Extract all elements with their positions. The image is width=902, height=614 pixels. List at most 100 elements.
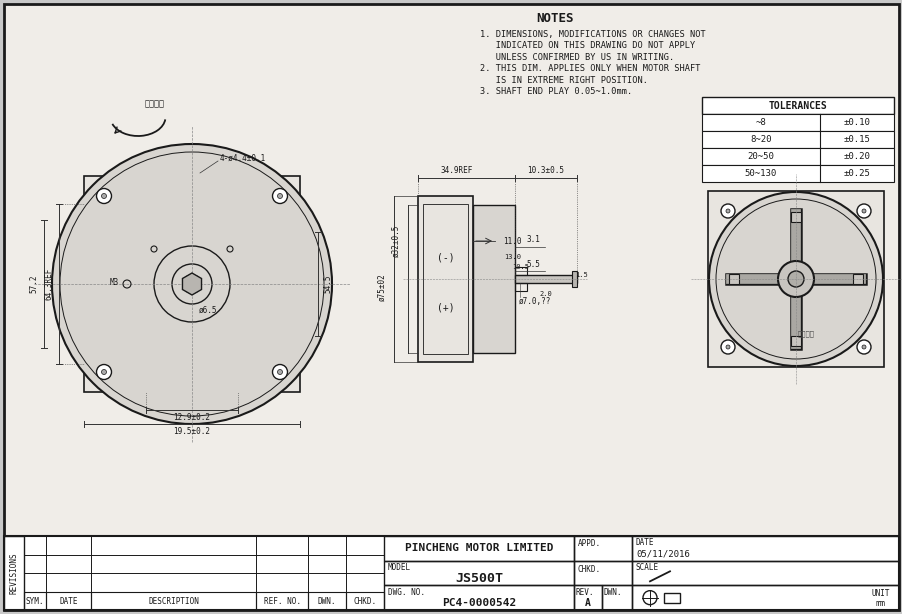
Bar bbox=[422, 204, 467, 354]
Text: 2. THIS DIM. APPLIES ONLY WHEN MOTOR SHAFT: 2. THIS DIM. APPLIES ONLY WHEN MOTOR SHA… bbox=[480, 64, 700, 73]
Polygon shape bbox=[182, 273, 201, 295]
Bar bbox=[663, 593, 679, 603]
Bar bbox=[514, 267, 527, 275]
Text: DATE: DATE bbox=[635, 538, 654, 548]
Text: (+): (+) bbox=[437, 302, 454, 312]
Text: ±0.20: ±0.20 bbox=[842, 152, 870, 161]
Text: 05/11/2016: 05/11/2016 bbox=[635, 550, 689, 558]
Text: CHKD.: CHKD. bbox=[577, 565, 601, 574]
Text: ø7.0,??: ø7.0,?? bbox=[519, 297, 550, 306]
Text: ~8: ~8 bbox=[755, 118, 766, 127]
Text: 13.0: 13.0 bbox=[504, 254, 521, 260]
Text: 正面朝外: 正面朝外 bbox=[796, 331, 814, 337]
Text: ø6.5: ø6.5 bbox=[198, 306, 217, 314]
Bar bbox=[383, 536, 574, 561]
Bar bbox=[255, 536, 308, 554]
Bar bbox=[574, 561, 631, 585]
Bar bbox=[602, 585, 631, 610]
Bar bbox=[701, 114, 893, 131]
Text: ø32±0.5: ø32±0.5 bbox=[391, 225, 400, 257]
Bar bbox=[345, 592, 383, 610]
Circle shape bbox=[52, 144, 332, 424]
Circle shape bbox=[787, 271, 803, 287]
Text: REF. NO.: REF. NO. bbox=[263, 596, 300, 605]
Circle shape bbox=[101, 193, 106, 198]
Bar bbox=[790, 336, 800, 346]
Text: DWN.: DWN. bbox=[318, 596, 336, 605]
Circle shape bbox=[183, 275, 201, 293]
Bar bbox=[24, 592, 46, 610]
Text: 10.5: 10.5 bbox=[512, 264, 529, 270]
Text: UNLESS CONFIRMED BY US IN WRITING.: UNLESS CONFIRMED BY US IN WRITING. bbox=[480, 53, 674, 61]
Text: 12.9±0.2: 12.9±0.2 bbox=[173, 413, 210, 422]
Bar bbox=[514, 283, 527, 291]
Text: ø75±02: ø75±02 bbox=[377, 273, 386, 301]
Bar bbox=[91, 592, 255, 610]
Circle shape bbox=[778, 261, 813, 297]
Text: 1.5: 1.5 bbox=[575, 272, 588, 278]
Bar bbox=[91, 536, 255, 554]
Bar bbox=[24, 554, 46, 573]
Circle shape bbox=[277, 193, 282, 198]
Text: REV.: REV. bbox=[575, 588, 594, 597]
Text: 3.1: 3.1 bbox=[526, 235, 539, 244]
Text: IS IN EXTREME RIGHT POSITION.: IS IN EXTREME RIGHT POSITION. bbox=[480, 76, 648, 85]
Text: 11.0: 11.0 bbox=[502, 236, 521, 246]
Text: DWN.: DWN. bbox=[603, 588, 621, 597]
Text: JS500T: JS500T bbox=[455, 572, 502, 585]
Bar bbox=[345, 554, 383, 573]
Bar bbox=[46, 573, 91, 592]
Circle shape bbox=[856, 340, 870, 354]
Circle shape bbox=[725, 209, 729, 213]
Text: mm: mm bbox=[875, 599, 885, 608]
Text: 64.3REF: 64.3REF bbox=[44, 268, 53, 300]
Bar bbox=[383, 585, 574, 610]
Bar bbox=[255, 573, 308, 592]
Text: 19.5±0.2: 19.5±0.2 bbox=[173, 427, 210, 437]
Bar bbox=[345, 536, 383, 554]
Text: ±0.15: ±0.15 bbox=[842, 135, 870, 144]
Text: 1. DIMENSIONS, MODIFICATIONS OR CHANGES NOT: 1. DIMENSIONS, MODIFICATIONS OR CHANGES … bbox=[480, 29, 705, 39]
Bar bbox=[91, 573, 255, 592]
Bar bbox=[308, 573, 345, 592]
Bar bbox=[852, 274, 862, 284]
Bar bbox=[91, 554, 255, 573]
Text: TOLERANCES: TOLERANCES bbox=[768, 101, 826, 111]
Circle shape bbox=[720, 204, 734, 218]
Text: 57.2: 57.2 bbox=[30, 274, 39, 293]
Text: SYM.: SYM. bbox=[26, 596, 44, 605]
Text: UNIT: UNIT bbox=[870, 589, 889, 599]
Text: PINCHENG MOTOR LIMITED: PINCHENG MOTOR LIMITED bbox=[404, 543, 553, 553]
Text: M3: M3 bbox=[110, 278, 119, 287]
Text: MODEL: MODEL bbox=[388, 563, 410, 572]
Text: DWG. NO.: DWG. NO. bbox=[388, 588, 425, 597]
Bar bbox=[308, 554, 345, 573]
Text: DESCRIPTION: DESCRIPTION bbox=[148, 596, 198, 605]
Bar bbox=[345, 573, 383, 592]
Bar bbox=[701, 97, 893, 114]
Bar bbox=[383, 561, 574, 585]
Text: 10.3±0.5: 10.3±0.5 bbox=[527, 166, 564, 174]
Text: REVISIONS: REVISIONS bbox=[10, 552, 18, 594]
Text: (-): (-) bbox=[437, 252, 454, 262]
Circle shape bbox=[97, 365, 111, 379]
Text: 8~20: 8~20 bbox=[750, 135, 771, 144]
Text: 4-ø4.4±0.1: 4-ø4.4±0.1 bbox=[220, 154, 266, 163]
Circle shape bbox=[272, 365, 287, 379]
Bar bbox=[46, 536, 91, 554]
Bar bbox=[473, 205, 514, 353]
Text: INDICATED ON THIS DRAWING DO NOT APPLY: INDICATED ON THIS DRAWING DO NOT APPLY bbox=[480, 41, 695, 50]
Bar bbox=[4, 536, 24, 610]
Bar bbox=[701, 131, 893, 148]
Bar bbox=[574, 585, 602, 610]
Text: 54.5: 54.5 bbox=[323, 274, 332, 293]
Bar bbox=[24, 573, 46, 592]
Bar bbox=[631, 561, 898, 585]
Text: 50~130: 50~130 bbox=[744, 169, 777, 178]
Text: 34.9REF: 34.9REF bbox=[440, 166, 472, 174]
Bar bbox=[308, 536, 345, 554]
Circle shape bbox=[708, 192, 882, 366]
Bar bbox=[418, 196, 473, 362]
Text: CHKD.: CHKD. bbox=[353, 596, 376, 605]
Circle shape bbox=[272, 188, 287, 203]
